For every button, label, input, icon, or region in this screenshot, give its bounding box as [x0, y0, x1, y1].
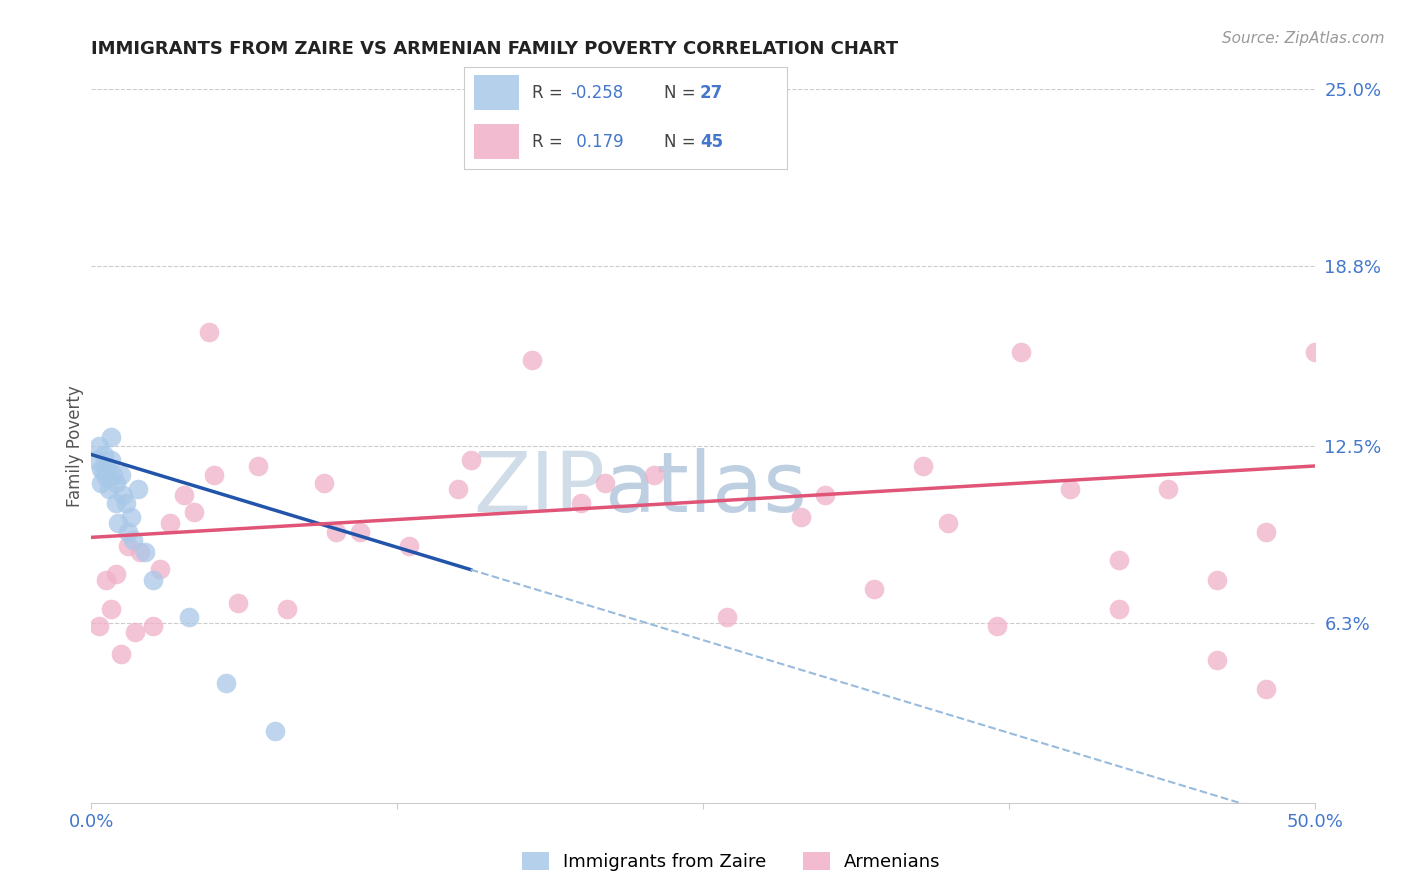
Point [104, 476, 127, 491]
Point [93, 465, 115, 479]
Point [122, 533, 145, 548]
Point [149, 562, 172, 576]
Point [100, 430, 122, 444]
Point [312, 476, 335, 491]
Point [593, 476, 616, 491]
Point [117, 524, 139, 539]
Point [114, 496, 136, 510]
Point [90, 462, 112, 476]
Text: -0.258: -0.258 [571, 84, 624, 102]
Point [141, 619, 163, 633]
Point [94, 470, 117, 484]
Text: N =: N = [665, 133, 702, 151]
Point [129, 544, 152, 558]
Text: N =: N = [665, 84, 702, 102]
Point [264, 724, 287, 739]
Text: R =: R = [531, 133, 568, 151]
Point [104, 496, 127, 510]
Text: ZIP: ZIP [474, 449, 605, 529]
Point [814, 487, 837, 501]
Point [107, 516, 129, 530]
Point [790, 510, 813, 524]
Point [1059, 482, 1081, 496]
Point [1205, 653, 1227, 667]
Point [246, 458, 269, 473]
Point [863, 582, 886, 596]
Point [159, 516, 181, 530]
Point [1157, 482, 1180, 496]
Point [1010, 344, 1032, 359]
Point [120, 510, 142, 524]
Y-axis label: Family Poverty: Family Poverty [66, 385, 84, 507]
Point [141, 573, 163, 587]
Point [198, 325, 221, 339]
Point [1205, 573, 1227, 587]
Point [447, 482, 470, 496]
Point [398, 539, 420, 553]
Point [912, 458, 935, 473]
Point [215, 676, 238, 690]
Point [226, 596, 249, 610]
Point [100, 601, 122, 615]
Text: IMMIGRANTS FROM ZAIRE VS ARMENIAN FAMILY POVERTY CORRELATION CHART: IMMIGRANTS FROM ZAIRE VS ARMENIAN FAMILY… [91, 40, 898, 58]
Point [134, 544, 156, 558]
FancyBboxPatch shape [474, 124, 519, 159]
Point [349, 524, 371, 539]
Text: 45: 45 [700, 133, 723, 151]
Point [124, 624, 146, 639]
Point [87, 619, 110, 633]
Point [93, 448, 115, 462]
Point [112, 487, 135, 501]
Point [94, 573, 117, 587]
Point [84, 453, 107, 467]
Point [276, 601, 298, 615]
Point [936, 516, 959, 530]
Point [104, 567, 127, 582]
Point [520, 353, 543, 368]
Point [183, 505, 205, 519]
Point [87, 439, 110, 453]
Point [460, 453, 482, 467]
Point [179, 610, 201, 624]
Point [100, 453, 122, 467]
Point [1254, 524, 1277, 539]
Point [1254, 681, 1277, 696]
Point [1303, 344, 1326, 359]
Point [716, 610, 738, 624]
Point [1108, 553, 1130, 567]
Point [325, 524, 347, 539]
Point [127, 482, 149, 496]
Text: 0.179: 0.179 [571, 133, 623, 151]
Point [103, 467, 125, 482]
Point [94, 458, 117, 473]
Point [569, 496, 592, 510]
Point [173, 487, 195, 501]
Point [643, 467, 665, 482]
Point [117, 539, 139, 553]
Text: 27: 27 [700, 84, 723, 102]
FancyBboxPatch shape [474, 75, 519, 110]
Point [110, 467, 132, 482]
Text: atlas: atlas [605, 449, 807, 529]
Point [1108, 601, 1130, 615]
Point [97, 482, 120, 496]
Text: Source: ZipAtlas.com: Source: ZipAtlas.com [1222, 31, 1385, 46]
Text: R =: R = [531, 84, 568, 102]
Point [110, 648, 132, 662]
Legend: Immigrants from Zaire, Armenians: Immigrants from Zaire, Armenians [515, 845, 948, 879]
Point [202, 467, 225, 482]
Point [90, 476, 112, 491]
Point [986, 619, 1008, 633]
